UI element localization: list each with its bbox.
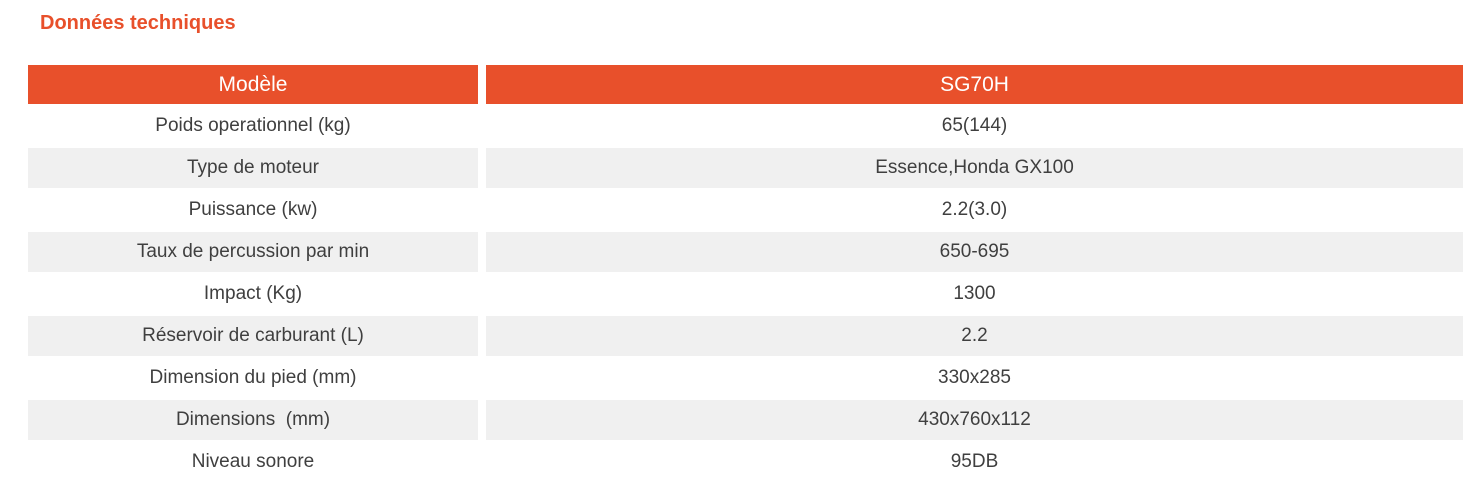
header-cell-model-value: SG70H xyxy=(486,65,1463,104)
table-row: Taux de percussion par min 650-695 xyxy=(28,232,1463,272)
spec-label: Réservoir de carburant (L) xyxy=(28,316,478,356)
spec-label: Type de moteur xyxy=(28,148,478,188)
table-row: Impact (Kg) 1300 xyxy=(28,274,1463,314)
table-row: Réservoir de carburant (L) 2.2 xyxy=(28,316,1463,356)
spec-value: 650-695 xyxy=(486,232,1463,272)
spec-label: Taux de percussion par min xyxy=(28,232,478,272)
spec-value: 65(144) xyxy=(941,115,1008,136)
spec-value: 2.2 xyxy=(486,316,1463,356)
spec-value: Essence,Honda GX100 xyxy=(486,148,1463,188)
table-header-row: Modèle SG70H xyxy=(28,65,1463,104)
table-row: Dimension du pied (mm) 330x285 xyxy=(28,358,1463,398)
spec-label: Puissance (kw) xyxy=(188,199,318,220)
table-row: Niveau sonore 95DB xyxy=(28,442,1463,482)
spec-label: Niveau sonore xyxy=(191,451,315,472)
header-cell-model: Modèle xyxy=(28,65,478,104)
spec-label: Dimension du pied (mm) xyxy=(149,367,357,388)
page-title: Données techniques xyxy=(40,12,236,34)
spec-value: 2.2(3.0) xyxy=(941,199,1008,220)
table-row: Type de moteur Essence,Honda GX100 xyxy=(28,148,1463,188)
spec-value: 1300 xyxy=(953,283,996,304)
table-row: Puissance (kw) 2.2(3.0) xyxy=(28,190,1463,230)
spec-label: Dimensions (mm) xyxy=(28,400,478,440)
spec-label: Impact (Kg) xyxy=(203,283,303,304)
table-body: Poids operationnel (kg) 65(144) Type de mo… xyxy=(28,106,1463,482)
spec-value: 430x760x112 xyxy=(486,400,1463,440)
technical-data-table: Modèle SG70H Poids operationnel (kg) 65(1… xyxy=(28,65,1463,482)
table-row: Dimensions (mm) 430x760x112 xyxy=(28,400,1463,440)
spec-value: 95DB xyxy=(950,451,999,472)
spec-value: 330x285 xyxy=(938,367,1011,388)
table-row: Poids operationnel (kg) 65(144) xyxy=(28,106,1463,146)
spec-label: Poids operationnel (kg) xyxy=(155,115,351,136)
